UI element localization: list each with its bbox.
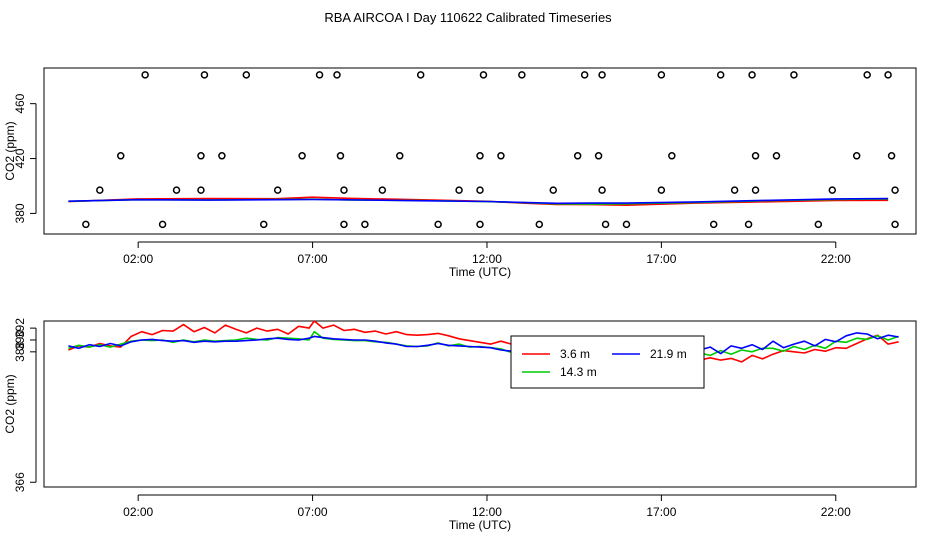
legend-label: 3.6 m	[560, 347, 590, 361]
scatter-point	[378, 186, 387, 194]
x-tick-label: 17:00	[646, 252, 676, 266]
scatter-point	[333, 71, 341, 79]
plot-frame	[43, 67, 917, 235]
scatter-point	[814, 220, 823, 229]
scatter-point	[891, 220, 899, 229]
scatter-point	[580, 71, 589, 79]
scatter-point	[416, 71, 425, 79]
scatter-point	[828, 186, 837, 194]
scatter-point	[668, 152, 676, 160]
scatter-point	[197, 152, 205, 160]
y-axis-label: CO2 (ppm)	[3, 121, 17, 180]
scatter-point	[884, 71, 892, 79]
scatter-point	[751, 186, 760, 194]
scatter-point	[657, 186, 666, 194]
bottom-panel: 02:00 07:00 12:00 17:00 22:00 Time (UTC) 366 38…	[3, 318, 917, 532]
y-tick-label: 366	[13, 472, 27, 492]
scatter-point	[887, 152, 896, 160]
scatter-point	[601, 220, 610, 229]
scatter-point	[218, 152, 226, 160]
scatter-point	[96, 186, 104, 194]
y-tick-label: 392	[13, 318, 27, 338]
x-tick-label: 02:00	[123, 505, 153, 519]
scatter-point	[549, 186, 557, 194]
scatter-point	[497, 152, 505, 160]
scatter-point	[434, 220, 442, 229]
scatter-point	[751, 152, 760, 160]
legend-box	[510, 335, 705, 389]
x-tick-label: 22:00	[821, 505, 851, 519]
scatter-point	[748, 71, 756, 79]
scatter-point	[790, 71, 798, 79]
series-line-3-6-m	[68, 320, 899, 366]
scatter-point	[744, 220, 753, 229]
scatter-point	[172, 186, 181, 194]
scatter-point	[716, 71, 725, 79]
scatter-point	[772, 152, 781, 160]
scatter-point	[340, 186, 348, 194]
scatter-point	[476, 186, 484, 194]
scatter-point	[158, 220, 167, 229]
x-tick-label: 22:00	[821, 252, 851, 266]
scatter-point	[863, 71, 871, 79]
x-tick-label: 12:00	[472, 252, 502, 266]
legend: 3.6 m 21.9 m 14.3 m	[510, 335, 705, 389]
x-axis-label: Time (UTC)	[449, 265, 511, 279]
scatter-point	[259, 220, 268, 229]
scatter-point	[476, 220, 484, 229]
legend-label: 21.9 m	[650, 347, 687, 361]
scatter-point	[476, 152, 484, 160]
scatter-point	[518, 71, 526, 79]
y-tick-label: 420	[13, 148, 27, 168]
y-tick-label: 380	[13, 203, 27, 223]
x-tick-label: 02:00	[123, 252, 153, 266]
x-tick-label: 12:00	[472, 505, 502, 519]
scatter-point	[709, 220, 718, 229]
y-tick-label: 388	[13, 341, 27, 361]
scatter-point	[141, 71, 149, 79]
scatter-point	[573, 152, 582, 160]
y-tick-label: 460	[13, 93, 27, 113]
scatter-point	[622, 220, 631, 229]
series-line-21-9-m	[68, 197, 889, 205]
scatter-point	[116, 152, 125, 160]
scatter-point	[657, 71, 666, 79]
x-tick-label: 17:00	[646, 505, 676, 519]
scatter-point	[479, 71, 488, 79]
legend-label: 14.3 m	[560, 365, 597, 379]
scatter-point	[535, 220, 544, 229]
scatter-point	[336, 152, 345, 160]
scatter-point	[242, 71, 251, 79]
scatter-point	[315, 71, 324, 79]
y-tick-label: 390	[13, 330, 27, 350]
scatter-point	[340, 220, 348, 229]
scatter-point	[852, 152, 861, 160]
scatter-point	[598, 71, 606, 79]
scatter-point	[594, 152, 603, 160]
chart-title: RBA AIRCOA I Day 110622 Calibrated Times…	[324, 10, 612, 25]
x-tick-label: 07:00	[298, 252, 328, 266]
scatter-point	[273, 186, 282, 194]
x-tick-label: 07:00	[298, 505, 328, 519]
scatter-point	[200, 71, 209, 79]
plot-frame	[43, 320, 917, 488]
scatter-point	[455, 186, 463, 194]
scatter-point	[598, 186, 606, 194]
y-axis-label: CO2 (ppm)	[3, 374, 17, 433]
scatter-point	[730, 186, 739, 194]
scatter-point	[82, 220, 90, 229]
scatter-point	[298, 152, 306, 160]
scatter-point	[396, 152, 404, 160]
scatter-point	[197, 186, 205, 194]
scatter-point	[891, 186, 899, 194]
scatter-point	[361, 220, 369, 229]
x-axis-label: Time (UTC)	[449, 518, 511, 532]
top-panel: 02:00 07:00 12:00 17:00 22:00 Time (UTC) 380 42…	[3, 67, 917, 279]
series-line-21-9-m	[68, 332, 899, 361]
